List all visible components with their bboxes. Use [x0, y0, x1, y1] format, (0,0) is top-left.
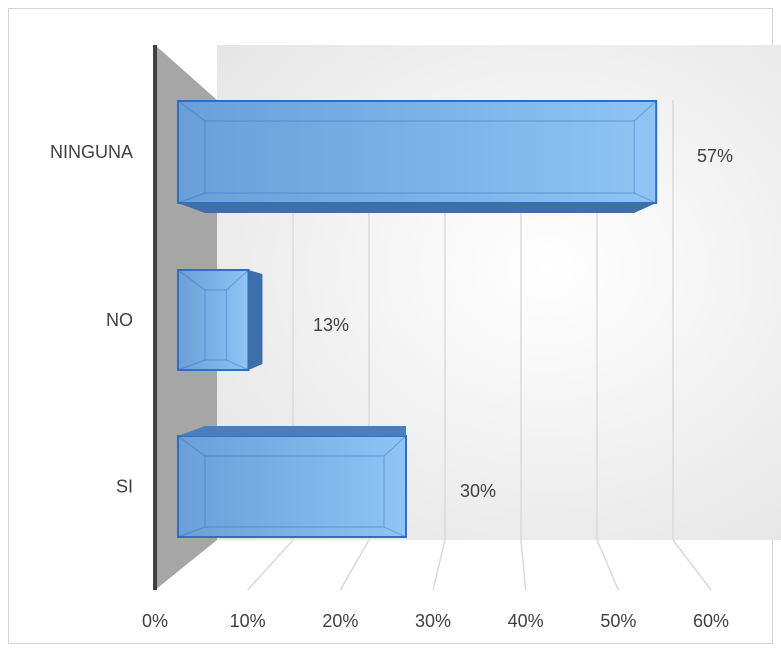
category-label: NINGUNA — [50, 142, 133, 162]
bar-top-face — [178, 426, 406, 436]
x-tick-label: 10% — [230, 611, 266, 631]
bar-bevel — [204, 120, 635, 194]
gridline-floor — [432, 539, 446, 591]
x-tick-label: 20% — [322, 611, 358, 631]
labels: NINGUNA 57% NO 13% SI 30% 0% 10% 20% 30% 40% 50% 60% — [50, 142, 733, 631]
bar-bevel-edge — [177, 435, 206, 457]
x-tick-label: 0% — [142, 611, 168, 631]
bar-bevel-edge — [177, 100, 206, 122]
bar-bevel-edge — [177, 192, 206, 204]
gridline-floor — [672, 539, 712, 591]
bar-bevel-edge — [177, 526, 206, 538]
x-tick-label: 40% — [508, 611, 544, 631]
bar-bevel-edge — [383, 435, 407, 457]
category-label: SI — [116, 477, 133, 497]
bars — [177, 100, 658, 538]
x-tick-label: 30% — [415, 611, 451, 631]
data-label: 57% — [697, 146, 733, 166]
bar-bevel-edge — [226, 359, 249, 371]
bar-side-face — [248, 270, 263, 370]
bar-bevel — [204, 455, 385, 528]
bar-bevel — [204, 289, 228, 361]
data-label: 30% — [460, 481, 496, 501]
bar — [177, 269, 250, 371]
bar-bottom-face — [178, 203, 657, 213]
x-tick-label: 50% — [600, 611, 636, 631]
bar-bevel-edge — [177, 269, 206, 291]
bar — [177, 100, 658, 204]
bar-bevel-edge — [633, 192, 657, 204]
x-tick-label: 60% — [693, 611, 729, 631]
bar-bevel-edge — [633, 100, 657, 122]
gridline-floor — [339, 539, 370, 591]
bar-bevel-edge — [177, 359, 206, 371]
gridline-floor — [247, 539, 294, 591]
bar — [177, 435, 407, 538]
data-label: 13% — [313, 315, 349, 335]
gridline-floor — [520, 539, 527, 591]
category-label: NO — [106, 310, 133, 330]
bar-bevel-edge — [383, 526, 407, 538]
bar-bevel-edge — [226, 269, 249, 291]
gridline-floor — [596, 539, 620, 591]
